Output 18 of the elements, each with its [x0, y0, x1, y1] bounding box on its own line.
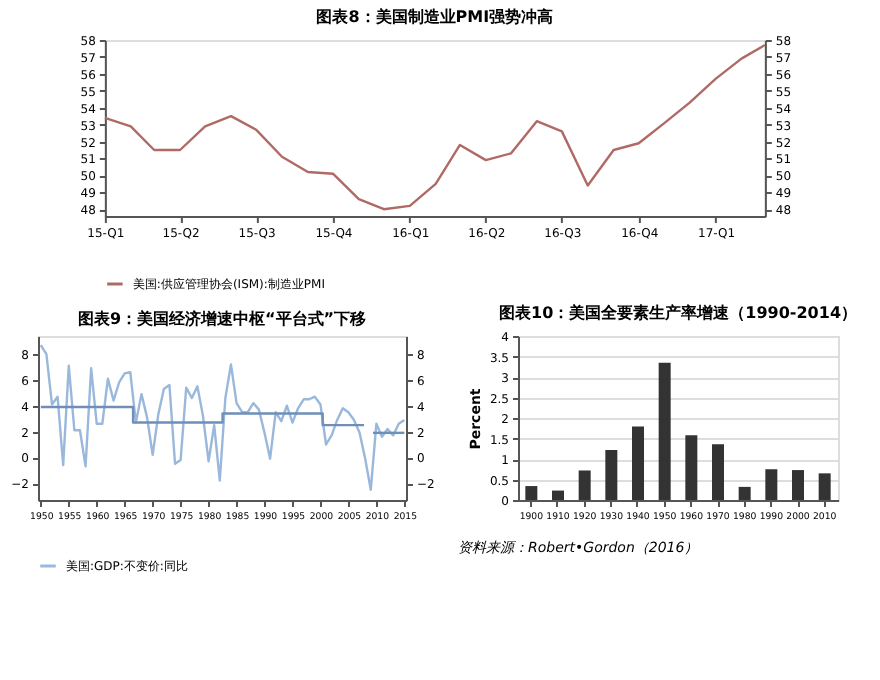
bar — [578, 470, 591, 500]
bar — [738, 486, 751, 500]
chart-title: 图表8：美国制造业PMI强势冲高 — [316, 6, 554, 26]
bar — [632, 426, 645, 500]
bar — [685, 435, 698, 500]
chart-title: 图表9：美国经济增速中枢“平台式”下移 — [77, 308, 367, 328]
line-series — [39, 343, 406, 491]
bar — [525, 486, 538, 500]
bar — [552, 490, 565, 500]
bar — [658, 362, 671, 500]
bar — [712, 444, 725, 500]
line-series — [39, 405, 366, 427]
bar — [792, 470, 805, 500]
line-series — [103, 43, 767, 211]
chart-title: 图表10：美国全要素生产率增速（1990-2014） — [499, 302, 857, 322]
bar — [765, 469, 778, 500]
bar — [818, 473, 831, 500]
bar — [605, 449, 618, 500]
